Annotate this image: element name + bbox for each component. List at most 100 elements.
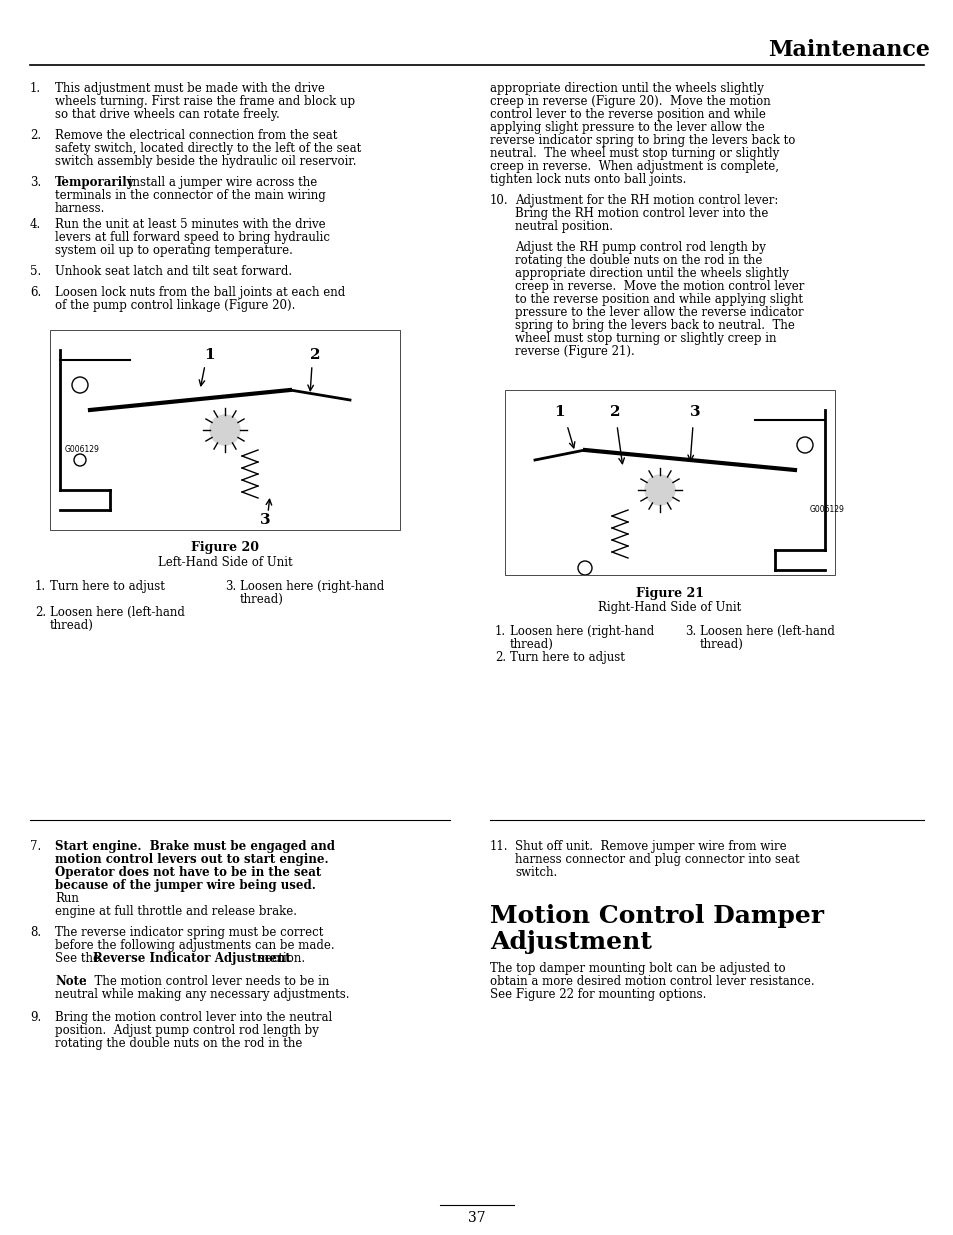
Text: harness connector and plug connector into seat: harness connector and plug connector int… (515, 853, 799, 866)
Text: position.  Adjust pump control rod length by: position. Adjust pump control rod length… (55, 1024, 318, 1037)
Text: Turn here to adjust: Turn here to adjust (510, 651, 624, 664)
Text: G006129: G006129 (809, 505, 844, 515)
Text: Unhook seat latch and tilt seat forward.: Unhook seat latch and tilt seat forward. (55, 266, 292, 278)
Text: 5.: 5. (30, 266, 41, 278)
Text: applying slight pressure to the lever allow the: applying slight pressure to the lever al… (490, 121, 764, 135)
Text: :  The motion control lever needs to be in: : The motion control lever needs to be i… (83, 974, 329, 988)
Text: creep in reverse (Figure 20).  Move the motion: creep in reverse (Figure 20). Move the m… (490, 95, 770, 107)
Text: 7.: 7. (30, 840, 41, 853)
Text: Adjustment: Adjustment (490, 930, 651, 953)
Text: 3.: 3. (30, 177, 41, 189)
Text: 3: 3 (689, 405, 700, 419)
Text: thread): thread) (510, 638, 554, 651)
Text: of the pump control linkage (Figure 20).: of the pump control linkage (Figure 20). (55, 299, 295, 312)
FancyBboxPatch shape (504, 390, 834, 576)
Text: install a jumper wire across the: install a jumper wire across the (125, 177, 317, 189)
Text: Run the unit at least 5 minutes with the drive: Run the unit at least 5 minutes with the… (55, 219, 325, 231)
Text: Figure 21: Figure 21 (636, 587, 703, 599)
Text: Note: Note (55, 974, 87, 988)
Text: 1: 1 (205, 348, 215, 362)
Text: Left-Hand Side of Unit: Left-Hand Side of Unit (157, 556, 292, 568)
Text: rotating the double nuts on the rod in the: rotating the double nuts on the rod in t… (55, 1037, 302, 1050)
Text: 4.: 4. (30, 219, 41, 231)
Text: 1.: 1. (30, 82, 41, 95)
Text: rotating the double nuts on the rod in the: rotating the double nuts on the rod in t… (515, 254, 761, 267)
Text: Reverse Indicator Adjustment: Reverse Indicator Adjustment (92, 952, 291, 965)
Text: 2.: 2. (30, 128, 41, 142)
Text: The reverse indicator spring must be correct: The reverse indicator spring must be cor… (55, 926, 323, 939)
Text: 3.: 3. (225, 580, 236, 593)
Text: Operator does not have to be in the seat: Operator does not have to be in the seat (55, 866, 321, 879)
Circle shape (210, 415, 240, 445)
Text: thread): thread) (50, 619, 93, 632)
Text: See the: See the (55, 952, 104, 965)
Text: so that drive wheels can rotate freely.: so that drive wheels can rotate freely. (55, 107, 279, 121)
Text: Loosen here (right-hand: Loosen here (right-hand (240, 580, 384, 593)
Text: thread): thread) (240, 593, 284, 606)
Circle shape (74, 454, 86, 466)
Text: 8.: 8. (30, 926, 41, 939)
Text: 1.: 1. (495, 625, 506, 638)
Text: thread): thread) (700, 638, 743, 651)
Text: Remove the electrical connection from the seat: Remove the electrical connection from th… (55, 128, 337, 142)
Text: wheel must stop turning or slightly creep in: wheel must stop turning or slightly cree… (515, 332, 776, 345)
Text: obtain a more desired motion control lever resistance.: obtain a more desired motion control lev… (490, 974, 814, 988)
Text: Adjust the RH pump control rod length by: Adjust the RH pump control rod length by (515, 241, 765, 254)
Text: Maintenance: Maintenance (767, 40, 929, 61)
Text: control lever to the reverse position and while: control lever to the reverse position an… (490, 107, 765, 121)
Text: 3: 3 (259, 513, 270, 527)
Text: to the reverse position and while applying slight: to the reverse position and while applyi… (515, 293, 802, 306)
Text: section.: section. (254, 952, 305, 965)
Text: Figure 20: Figure 20 (191, 541, 258, 555)
Text: reverse (Figure 21).: reverse (Figure 21). (515, 345, 634, 358)
Text: 6.: 6. (30, 287, 41, 299)
Text: Turn here to adjust: Turn here to adjust (50, 580, 165, 593)
Text: 2: 2 (609, 405, 619, 419)
Text: Loosen here (left-hand: Loosen here (left-hand (50, 606, 185, 619)
Text: 2: 2 (310, 348, 320, 362)
Text: neutral while making any necessary adjustments.: neutral while making any necessary adjus… (55, 988, 349, 1002)
Text: This adjustment must be made with the drive: This adjustment must be made with the dr… (55, 82, 325, 95)
Text: pressure to the lever allow the reverse indicator: pressure to the lever allow the reverse … (515, 306, 802, 319)
Text: terminals in the connector of the main wiring: terminals in the connector of the main w… (55, 189, 325, 203)
Text: spring to bring the levers back to neutral.  The: spring to bring the levers back to neutr… (515, 319, 794, 332)
Text: 9.: 9. (30, 1011, 41, 1024)
Text: appropriate direction until the wheels slightly: appropriate direction until the wheels s… (490, 82, 763, 95)
Text: 2.: 2. (495, 651, 506, 664)
Text: 3.: 3. (684, 625, 696, 638)
Text: Adjustment for the RH motion control lever:: Adjustment for the RH motion control lev… (515, 194, 778, 207)
Text: because of the jumper wire being used.: because of the jumper wire being used. (55, 879, 315, 892)
Text: appropriate direction until the wheels slightly: appropriate direction until the wheels s… (515, 267, 788, 280)
Text: creep in reverse.  Move the motion control lever: creep in reverse. Move the motion contro… (515, 280, 803, 293)
Text: 10.: 10. (490, 194, 508, 207)
Text: Motion Control Damper: Motion Control Damper (490, 904, 823, 927)
Text: reverse indicator spring to bring the levers back to: reverse indicator spring to bring the le… (490, 135, 795, 147)
Text: Bring the RH motion control lever into the: Bring the RH motion control lever into t… (515, 207, 767, 220)
Text: 37: 37 (468, 1212, 485, 1225)
Text: safety switch, located directly to the left of the seat: safety switch, located directly to the l… (55, 142, 361, 156)
Text: tighten lock nuts onto ball joints.: tighten lock nuts onto ball joints. (490, 173, 685, 186)
Text: Right-Hand Side of Unit: Right-Hand Side of Unit (598, 600, 740, 614)
Text: switch assembly beside the hydraulic oil reservoir.: switch assembly beside the hydraulic oil… (55, 156, 356, 168)
Text: Run: Run (55, 892, 79, 905)
Text: neutral.  The wheel must stop turning or slightly: neutral. The wheel must stop turning or … (490, 147, 779, 161)
Text: G006129: G006129 (65, 446, 100, 454)
Text: See Figure 22 for mounting options.: See Figure 22 for mounting options. (490, 988, 705, 1002)
Text: Loosen here (left-hand: Loosen here (left-hand (700, 625, 834, 638)
Text: Bring the motion control lever into the neutral: Bring the motion control lever into the … (55, 1011, 332, 1024)
Text: 1.: 1. (35, 580, 46, 593)
Text: system oil up to operating temperature.: system oil up to operating temperature. (55, 245, 293, 257)
Text: 2.: 2. (35, 606, 46, 619)
Text: switch.: switch. (515, 866, 557, 879)
Text: Temporarily: Temporarily (55, 177, 134, 189)
Text: Loosen here (right-hand: Loosen here (right-hand (510, 625, 654, 638)
Circle shape (644, 475, 675, 505)
Text: Loosen lock nuts from the ball joints at each end: Loosen lock nuts from the ball joints at… (55, 287, 345, 299)
Text: engine at full throttle and release brake.: engine at full throttle and release brak… (55, 905, 296, 918)
Text: harness.: harness. (55, 203, 105, 215)
FancyBboxPatch shape (50, 330, 399, 530)
Circle shape (796, 437, 812, 453)
Circle shape (578, 561, 592, 576)
Circle shape (71, 377, 88, 393)
Text: 11.: 11. (490, 840, 508, 853)
